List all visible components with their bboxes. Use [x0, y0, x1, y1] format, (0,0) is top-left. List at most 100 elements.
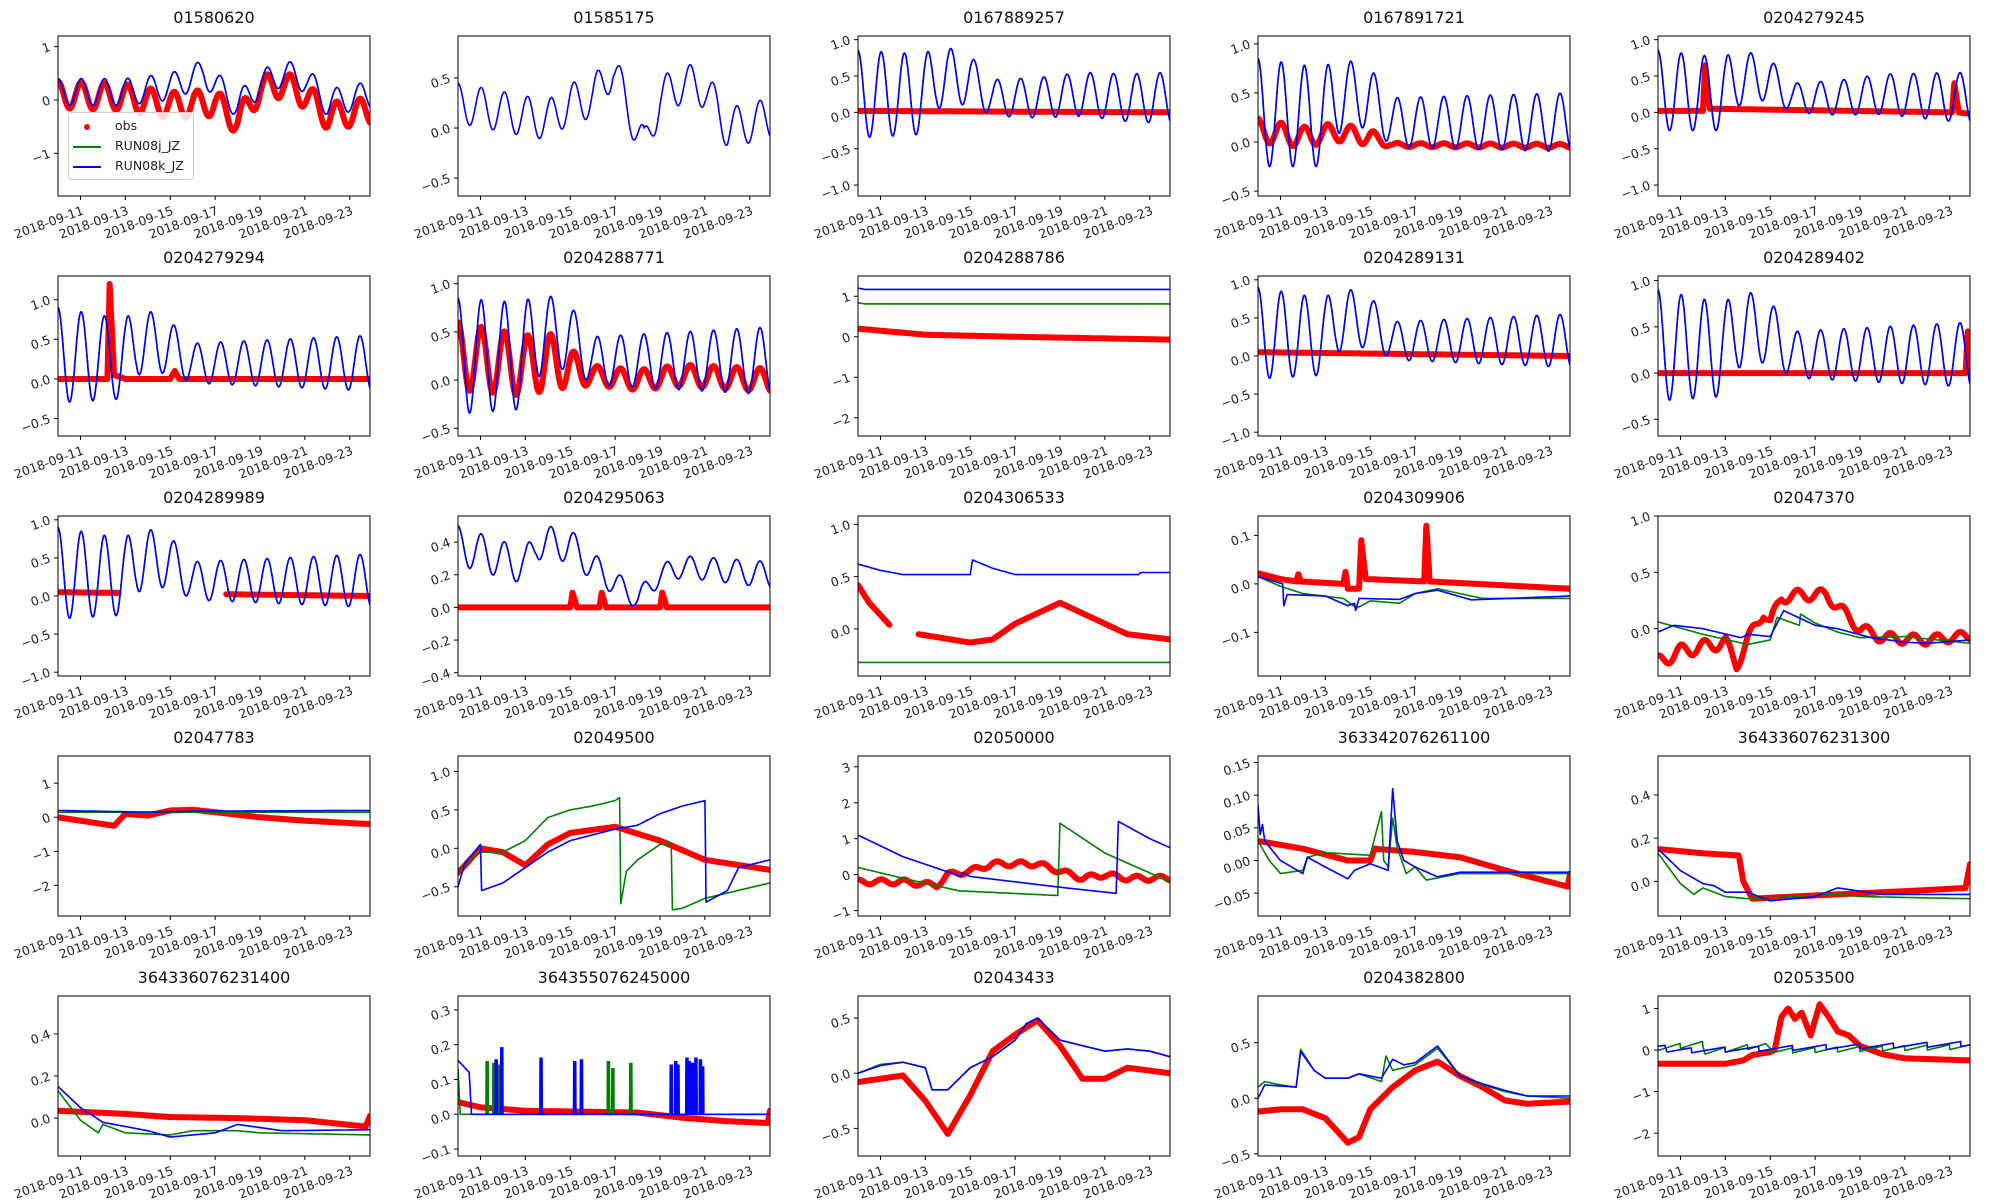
- subplot-title: 0204289131: [1363, 248, 1465, 267]
- spike-RUN08j_JZ: [606, 1060, 611, 1115]
- subplot-title: 0204289989: [163, 488, 265, 507]
- series-RUN08k_JZ: [1658, 49, 1970, 132]
- y-tick-label: 2: [840, 795, 853, 812]
- y-tick-label: 1.0: [29, 512, 53, 533]
- series-obs: [1658, 1001, 1970, 1067]
- series-RUN08k_JZ: [458, 799, 770, 903]
- legend-item-RUN08k_JZ: RUN08k_JZ: [73, 157, 184, 175]
- subplot-0204289402: 0204289402 −0.5 0.0 0.5 1.0 2018-09-11 2018-09…: [1600, 240, 2000, 480]
- axes-frame: [1257, 35, 1571, 197]
- y-tick-label: −0.5: [419, 170, 453, 194]
- y-tick-label: −0.5: [419, 421, 453, 445]
- subplot-0204306533: 0204306533 0.0 0.5 1.0 2018-09-11 2018-09-13 2…: [800, 480, 1200, 720]
- subplot-0204288786: 0204288786 −2 −1 0 1 2018-09-11 2018-09-13 2018…: [800, 240, 1200, 480]
- series-RUN08k_JZ: [58, 306, 370, 403]
- subplot-title: 0204295063: [563, 488, 665, 507]
- axes-frame: [57, 995, 371, 1157]
- y-tick-label: 0.0: [1229, 576, 1253, 597]
- series-RUN08k_JZ: [1258, 787, 1570, 880]
- y-tick-label: −0.5: [19, 411, 53, 435]
- spike-RUN08j_JZ: [610, 1067, 615, 1115]
- y-tick-label: −1: [1630, 1084, 1652, 1104]
- y-tick-label: −0.5: [1619, 412, 1653, 436]
- y-tick-label: 0.0: [29, 371, 53, 392]
- y-tick-label: 0.15: [1221, 755, 1252, 779]
- series-RUN08k_JZ: [458, 295, 770, 414]
- subplot-title: 02047370: [1773, 488, 1855, 507]
- axes-frame: [1657, 275, 1971, 437]
- y-tick-label: −2: [1630, 1126, 1652, 1146]
- y-tick-label: 0.3: [429, 1002, 453, 1023]
- subplot-canvas: −1.0−0.50.00.51.02018-09-112018-09-13201…: [12, 512, 371, 720]
- subplot-canvas: −0.50.00.51.02018-09-112018-09-132018-09…: [412, 755, 771, 960]
- axes-frame: [457, 35, 771, 197]
- subplot-title: 02043433: [973, 968, 1055, 987]
- y-tick-label: 1.0: [1229, 36, 1253, 57]
- y-tick-label: −0.5: [1219, 1146, 1253, 1170]
- series-obs: [858, 1017, 1170, 1137]
- y-tick-label: 0.2: [429, 567, 453, 588]
- spike-RUN08k_JZ: [693, 1057, 698, 1115]
- legend-label: obs: [115, 118, 138, 133]
- subplot-canvas: −0.10.00.12018-09-112018-09-132018-09-15…: [1212, 515, 1571, 720]
- y-tick-label: 0: [40, 92, 53, 109]
- axes-frame: [457, 275, 771, 437]
- axes-frame: [457, 515, 771, 677]
- spike-RUN08k_JZ: [579, 1059, 584, 1115]
- subplot-canvas: 0.00.20.42018-09-112018-09-132018-09-152…: [12, 995, 371, 1200]
- y-tick-label: 0.5: [1629, 565, 1653, 586]
- series-obs: [1658, 328, 1970, 377]
- subplot-title: 02049500: [573, 728, 655, 747]
- subplot-canvas: −0.4−0.20.00.20.42018-09-112018-09-13201…: [412, 515, 771, 720]
- subplot-title: 0204279294: [163, 248, 265, 267]
- y-tick-label: −1.0: [819, 178, 853, 202]
- legend-marker-icon: [73, 142, 101, 152]
- y-tick-label: 0.0: [829, 1066, 853, 1087]
- y-tick-label: −2: [830, 410, 852, 430]
- series-obs: [858, 107, 1170, 116]
- y-tick-label: 0.4: [429, 535, 453, 556]
- subplot-title: 01580620: [173, 8, 255, 27]
- y-tick-label: −0.1: [419, 1142, 453, 1166]
- subplot-02047370: 02047370 0.0 0.5 1.0 2018-09-11 2018-09-13 201…: [1600, 480, 2000, 720]
- y-tick-label: 0.00: [1221, 853, 1252, 877]
- subplot-canvas: −0.50.00.52018-09-112018-09-132018-09-15…: [812, 995, 1171, 1200]
- series-obs: [1258, 349, 1570, 359]
- series-RUN08k_JZ: [58, 809, 370, 813]
- series-obs: [58, 1107, 370, 1130]
- axes-frame: [1657, 35, 1971, 197]
- y-tick-label: 0.5: [1229, 310, 1253, 331]
- series-RUN08k_JZ: [1258, 575, 1570, 612]
- y-tick-label: 1.0: [1629, 508, 1653, 529]
- y-tick-label: 1: [40, 39, 53, 56]
- y-tick-label: 0.4: [1629, 787, 1653, 808]
- y-tick-label: −1: [30, 844, 52, 864]
- series-RUN08k_JZ: [458, 64, 770, 146]
- y-tick-label: −0.5: [19, 627, 53, 651]
- y-tick-label: 0.5: [1229, 85, 1253, 106]
- legend: obs RUN08j_JZ RUN08k_JZ: [68, 112, 194, 180]
- series-RUN08j_JZ: [858, 822, 1170, 897]
- y-tick-label: 0.0: [829, 105, 853, 126]
- subplot-canvas: −0.050.000.050.100.152018-09-112018-09-1…: [1211, 755, 1571, 960]
- y-tick-label: −1.0: [1219, 425, 1253, 449]
- y-tick-label: 0: [840, 867, 853, 884]
- legend-label: RUN08k_JZ: [115, 158, 184, 173]
- y-tick-label: −1: [830, 370, 852, 390]
- series-RUN08j_JZ: [58, 526, 370, 619]
- subplot-title: 0167889257: [963, 8, 1065, 27]
- series-RUN08k_JZ: [458, 525, 770, 607]
- axes-frame: [857, 35, 1171, 197]
- y-tick-label: 0.2: [29, 1068, 53, 1089]
- subplot-title: 0167891721: [1363, 8, 1465, 27]
- y-tick-label: 1: [1640, 1001, 1653, 1018]
- subplot-title: 02050000: [973, 728, 1055, 747]
- series-obs: [1258, 115, 1570, 151]
- axes-frame: [857, 515, 1171, 677]
- legend-item-obs: obs: [73, 117, 137, 135]
- subplot-0204289131: 0204289131 −1.0 −0.5 0.0 0.5 1.0 2018-09-11 201…: [1200, 240, 1600, 480]
- legend-marker-icon: [73, 162, 101, 172]
- y-tick-label: −0.05: [1211, 886, 1252, 913]
- series-obs: [1658, 846, 1970, 902]
- spike-RUN08k_JZ: [572, 1060, 577, 1115]
